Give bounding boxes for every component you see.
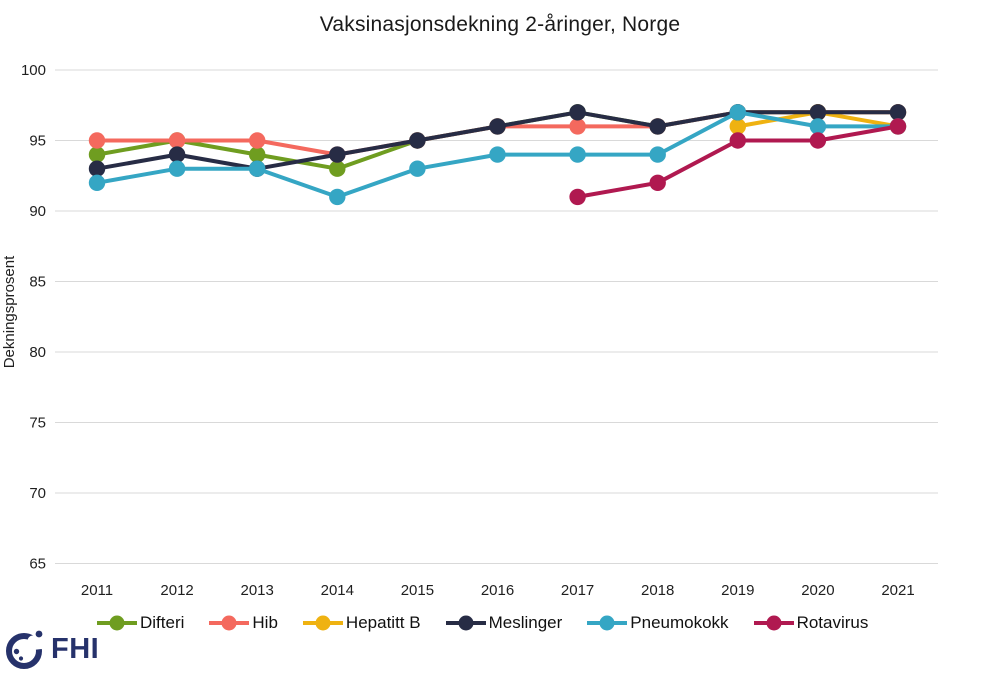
y-tick-label: 65 [29,556,46,573]
y-tick-label: 80 [29,344,46,361]
x-tick-label: 2012 [160,582,193,599]
legend-marker-difteri [97,615,137,631]
legend-item-rotavirus: Rotavirus [753,613,869,633]
x-tick-label: 2011 [81,582,113,599]
legend-item-pneumokokk: Pneumokokk [586,613,729,633]
legend-label-difteri: Difteri [140,613,185,632]
legend-marker-hepatitt-b [302,615,343,631]
legend-marker-hib [209,615,250,631]
data-point-hib [88,132,106,149]
data-point-pneumokokk [729,104,746,121]
x-tick-label: 2020 [801,582,834,599]
data-point-rotavirus [729,132,746,149]
legend-label-hib: Hib [252,613,278,632]
x-tick-label: 2018 [641,582,674,599]
legend-label-meslinger: Meslinger [488,613,563,632]
data-point-pneumokokk [569,146,586,163]
data-point-difteri [329,160,346,177]
x-tick-label: 2013 [241,582,274,599]
legend-marker-rotavirus [753,615,794,631]
y-axis-title: Dekningsprosent [1,255,18,368]
data-point-meslinger [489,118,506,135]
legend-item-hib: Hib [208,613,278,633]
y-tick-label: 90 [29,203,46,220]
data-point-pneumokokk [809,118,827,135]
y-tick-label: 85 [29,274,46,291]
x-tick-label: 2019 [721,582,754,599]
data-point-hepatitt-b [729,118,746,135]
data-point-hib [569,118,586,135]
y-tick-label: 95 [29,133,46,150]
data-point-difteri [88,146,106,163]
x-tick-label: 2021 [881,582,914,599]
data-point-difteri [249,146,266,163]
fhi-logo: FHI [4,628,99,670]
data-point-meslinger [889,104,907,121]
data-point-pneumokokk [489,146,506,163]
x-tick-label: 2014 [321,582,354,599]
data-point-meslinger [649,118,666,135]
legend-label-rotavirus: Rotavirus [796,613,869,632]
plot-area: 100 95 90 85 80 75 70 65 2011 2012 2013 2014 2015 201… [1,62,938,599]
legend-item-difteri: Difteri [96,613,184,633]
legend-label-hepatitt-b: Hepatitt B [345,613,421,632]
legend-marker-meslinger [445,615,486,631]
legend-item-hepatitt-b: Hepatitt B [302,613,421,633]
y-tick-label: 70 [29,485,46,502]
legend-label-pneumokokk: Pneumokokk [630,613,729,632]
data-point-rotavirus [649,174,666,191]
data-point-meslinger [409,132,426,149]
x-tick-label: 2017 [561,582,594,599]
legend-item-meslinger: Meslinger [445,613,563,633]
data-point-pneumokokk [409,160,426,177]
legend-marker-pneumokokk [587,615,628,631]
data-point-meslinger [809,104,827,121]
legend: Difteri Hib Hepatitt B Meslinger Pneumokokk R… [96,613,868,633]
data-point-meslinger [168,146,186,163]
data-point-meslinger [569,104,586,121]
y-tick-label: 100 [21,62,46,79]
data-point-rotavirus [809,132,827,149]
data-point-meslinger [329,146,346,163]
data-point-pneumokokk [88,174,106,191]
fhi-logo-icon [6,629,46,669]
data-point-pneumokokk [329,188,346,206]
data-point-rotavirus [889,118,907,135]
x-tick-label: 2016 [481,582,514,599]
data-point-meslinger [88,160,106,177]
data-point-hib [249,132,266,149]
x-tick-label: 2015 [401,582,434,599]
fhi-logo-text: FHI [51,632,100,665]
data-point-pneumokokk [249,160,266,177]
y-tick-label: 75 [29,415,46,432]
data-point-hib [168,132,186,149]
data-point-pneumokokk [168,160,186,177]
chart-title: Vaksinasjonsdekning 2-åringer, Norge [319,13,681,36]
data-point-rotavirus [569,188,586,206]
data-point-pneumokokk [649,146,666,163]
